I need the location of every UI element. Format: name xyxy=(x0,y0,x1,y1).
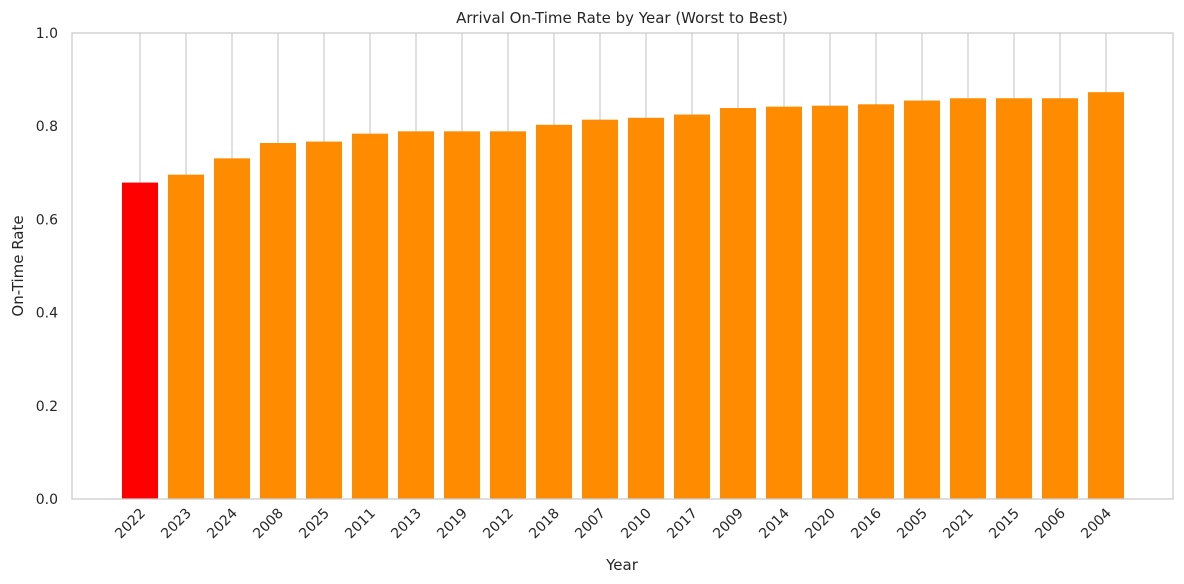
x-tick-label: 2021 xyxy=(940,506,977,543)
y-tick-label: 0.6 xyxy=(36,212,58,228)
plot-frame xyxy=(71,32,1174,500)
x-tick-label: 2019 xyxy=(434,506,471,543)
bar-2020 xyxy=(812,105,848,500)
bar-2013 xyxy=(398,131,434,500)
y-axis-ticks: 0.0 0.2 0.4 0.6 0.8 1.0 xyxy=(36,26,58,508)
x-tick-label: 2010 xyxy=(618,506,655,543)
chart-title: Arrival On-Time Rate by Year (Worst to B… xyxy=(456,9,788,27)
bar-2024 xyxy=(214,158,250,499)
x-tick-label: 2015 xyxy=(986,506,1023,543)
x-tick-label: 2020 xyxy=(802,506,839,543)
x-tick-label: 2006 xyxy=(1032,505,1069,542)
x-tick-label: 2013 xyxy=(388,506,425,543)
bar-2014 xyxy=(766,106,802,500)
x-axis-label: Year xyxy=(605,556,639,574)
bar-2019 xyxy=(444,131,480,500)
bar-2015 xyxy=(996,98,1032,500)
x-tick-label: 2025 xyxy=(296,506,333,543)
y-tick-label: 0.4 xyxy=(36,306,58,322)
bar-2007 xyxy=(582,119,618,500)
x-tick-label: 2022 xyxy=(112,506,149,543)
bar-2005 xyxy=(904,100,940,499)
y-tick-label: 1.0 xyxy=(36,26,58,42)
y-tick-label: 0.8 xyxy=(36,119,58,135)
bar-2021 xyxy=(950,98,986,500)
bar-2008 xyxy=(260,142,296,499)
x-tick-label: 2014 xyxy=(756,505,793,542)
bar-2017 xyxy=(674,114,710,500)
x-tick-label: 2012 xyxy=(480,506,517,543)
bar-2022 xyxy=(122,182,158,499)
x-tick-label: 2018 xyxy=(526,506,563,543)
x-tick-label: 2024 xyxy=(204,505,241,542)
bar-2025 xyxy=(306,141,342,499)
bar-2006 xyxy=(1042,98,1078,500)
bar-2011 xyxy=(352,133,388,499)
y-tick-label: 0.2 xyxy=(36,399,58,415)
x-tick-label: 2004 xyxy=(1078,505,1115,542)
x-tick-label: 2011 xyxy=(342,506,379,543)
y-tick-label: 0.0 xyxy=(36,492,58,508)
x-tick-label: 2016 xyxy=(848,505,885,542)
bar-2023 xyxy=(168,174,204,499)
y-axis-label: On-Time Rate xyxy=(9,215,27,316)
bar-2016 xyxy=(858,104,894,499)
bar-2009 xyxy=(720,108,756,499)
bar-2004 xyxy=(1088,92,1124,499)
x-axis-ticks: 2022 2023 2024 2008 2025 2011 2013 2019 2012 2018… xyxy=(112,505,1115,542)
x-tick-label: 2009 xyxy=(710,506,747,543)
x-tick-label: 2005 xyxy=(894,506,931,543)
bar-2018 xyxy=(536,124,572,499)
bar-2010 xyxy=(628,117,664,499)
x-tick-label: 2023 xyxy=(158,506,195,543)
bar-2012 xyxy=(490,131,526,500)
bars xyxy=(122,92,1124,500)
x-tick-label: 2017 xyxy=(664,506,701,543)
x-tick-label: 2007 xyxy=(572,506,609,543)
x-tick-label: 2008 xyxy=(250,506,287,543)
